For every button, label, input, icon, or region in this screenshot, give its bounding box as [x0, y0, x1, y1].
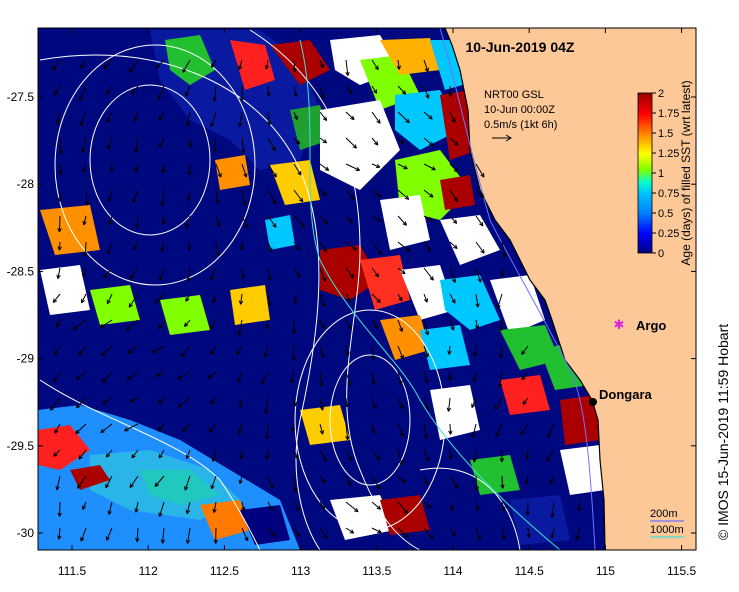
colorbar-tick-label: 1	[658, 168, 664, 180]
colorbar-tick-label: 0.75	[658, 188, 679, 200]
y-axis: -27.5 -28 -28.5 -29 -29.5 -30	[7, 90, 696, 540]
land-mass	[445, 28, 696, 550]
x-tick-label: 113	[291, 564, 310, 578]
current-legend-line3: 0.5m/s (1kt 6h)	[484, 119, 557, 131]
x-tick-label: 114.5	[515, 564, 544, 578]
colorbar-tick-label: 0.5	[658, 208, 673, 220]
ssh-contours	[39, 29, 521, 550]
argo-label: Argo	[636, 318, 666, 333]
dongara-label: Dongara	[599, 387, 653, 402]
imos-credit: © IMOS 15-Jun-2019 11:59 Hobart	[715, 324, 731, 540]
current-legend-line2: 10-Jun 00:00Z	[484, 104, 555, 116]
map-plot-area	[38, 28, 696, 550]
map-title: 10-Jun-2019 04Z	[466, 39, 575, 55]
x-tick-label: 115.5	[667, 564, 696, 578]
dongara-marker: Dongara	[589, 387, 653, 406]
y-tick-label: -27.5	[7, 90, 35, 104]
colorbar-scale	[637, 92, 653, 254]
sst-age-patches	[38, 30, 605, 550]
current-vectors	[50, 59, 582, 544]
dongara-dot-icon	[589, 398, 597, 406]
coastline	[444, 28, 606, 550]
x-tick-label: 112	[139, 564, 158, 578]
depth-1000-label: 1000m	[650, 524, 684, 536]
colorbar: 0 0.25 0.5 0.75 1 1.25 1.5 1.75 2 Age (days) of …	[637, 80, 693, 266]
x-tick-label: 111.5	[58, 564, 87, 578]
colorbar-tick-label: 0.25	[658, 228, 679, 240]
colorbar-tick-label: 2	[658, 88, 664, 100]
depth-legend: 200m 1000m	[650, 508, 684, 538]
x-tick-label: 112.5	[210, 564, 239, 578]
plot-frame	[37, 27, 697, 551]
svg-text:✱: ✱	[614, 317, 625, 332]
y-tick-label: -28	[17, 177, 35, 191]
x-axis: 111.5 112 112.5 113 113.5 114 114.5 115 115.5	[58, 28, 696, 578]
colorbar-label: Age (days) of filled SST (wrt latest)	[679, 80, 693, 265]
y-tick-label: -29	[17, 352, 35, 366]
y-tick-label: -30	[17, 526, 35, 540]
y-tick-label: -28.5	[7, 264, 35, 278]
colorbar-tick-label: 0	[658, 248, 664, 260]
x-tick-label: 113.5	[362, 564, 391, 578]
colorbar-tick-label: 1.25	[658, 148, 679, 160]
x-tick-label: 114	[443, 564, 462, 578]
x-tick-label: 115	[596, 564, 615, 578]
depth-200-label: 200m	[650, 508, 678, 520]
y-tick-label: -29.5	[7, 439, 35, 453]
colorbar-tick-label: 1.5	[658, 128, 673, 140]
argo-marker: ✱ Argo	[614, 317, 667, 333]
contour-1000m	[299, 39, 561, 550]
colorbar-tick-label: 1.75	[658, 108, 679, 120]
contour-200m	[439, 28, 596, 550]
current-legend-line1: NRT00 GSL	[484, 89, 544, 101]
current-legend: NRT00 GSL 10-Jun 00:00Z 0.5m/s (1kt 6h)	[484, 89, 557, 142]
